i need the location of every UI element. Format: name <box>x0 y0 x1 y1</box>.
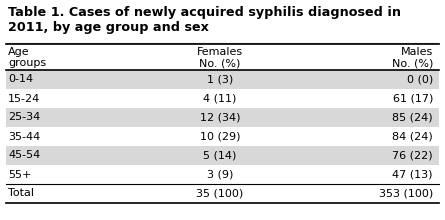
Text: Age: Age <box>8 47 30 57</box>
Bar <box>6 127 439 146</box>
Text: 5 (14): 5 (14) <box>203 150 237 161</box>
Bar <box>6 108 439 127</box>
Text: No. (%): No. (%) <box>199 58 241 68</box>
Text: groups: groups <box>8 58 46 68</box>
Text: 47 (13): 47 (13) <box>392 169 433 180</box>
Text: 4 (11): 4 (11) <box>203 94 237 103</box>
Text: No. (%): No. (%) <box>392 58 433 68</box>
Text: 76 (22): 76 (22) <box>392 150 433 161</box>
Text: 55+: 55+ <box>8 169 32 180</box>
Text: 84 (24): 84 (24) <box>392 132 433 141</box>
Text: 35 (100): 35 (100) <box>196 189 243 198</box>
Text: 15-24: 15-24 <box>8 94 40 103</box>
Text: 0 (0): 0 (0) <box>407 75 433 84</box>
Text: 85 (24): 85 (24) <box>392 112 433 123</box>
Bar <box>6 146 439 165</box>
Bar <box>6 165 439 184</box>
Text: 3 (9): 3 (9) <box>207 169 233 180</box>
Text: Males: Males <box>401 47 433 57</box>
Bar <box>6 184 439 203</box>
Text: 61 (17): 61 (17) <box>392 94 433 103</box>
Text: Table 1. Cases of newly acquired syphilis diagnosed in: Table 1. Cases of newly acquired syphili… <box>8 6 401 19</box>
Text: 35-44: 35-44 <box>8 132 40 141</box>
Text: 0-14: 0-14 <box>8 75 33 84</box>
Text: 353 (100): 353 (100) <box>379 189 433 198</box>
Text: 12 (34): 12 (34) <box>200 112 240 123</box>
Text: 10 (29): 10 (29) <box>200 132 240 141</box>
Text: 2011, by age group and sex: 2011, by age group and sex <box>8 21 209 34</box>
Text: Females: Females <box>197 47 243 57</box>
Bar <box>6 89 439 108</box>
Text: 1 (3): 1 (3) <box>207 75 233 84</box>
Text: 25-34: 25-34 <box>8 112 40 123</box>
Bar <box>6 70 439 89</box>
Text: Total: Total <box>8 189 34 198</box>
Text: 45-54: 45-54 <box>8 150 40 161</box>
